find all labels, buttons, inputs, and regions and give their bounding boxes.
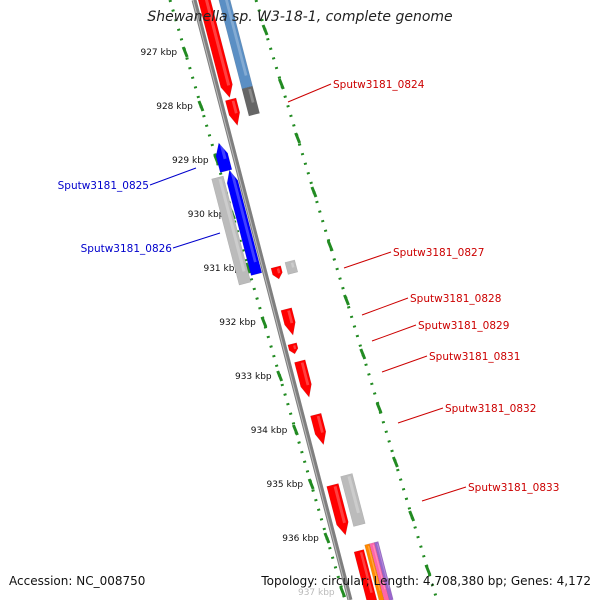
kbp-tick-mark: [181, 46, 189, 58]
genome-backbone-highlight: [192, 0, 350, 601]
kbp-tick-label: 936 kbp: [282, 534, 319, 544]
gene-label-sputw3181-0824[interactable]: Sputw3181_0824: [333, 79, 425, 91]
gene-blue-0826: [226, 169, 263, 276]
gene-grey-0826b-highlight: [218, 178, 246, 272]
gene-blue-0825-highlight: [219, 144, 227, 160]
left-tick-track: [168, 0, 347, 601]
gene-label-sputw3181-0827[interactable]: Sputw3181_0827: [393, 247, 484, 259]
kbp-tick-label: 934 kbp: [251, 426, 288, 436]
gene-dark-grey-0824-highlight: [248, 88, 255, 103]
right-tick-mark: [310, 186, 318, 198]
gene-label-sputw3181-0833[interactable]: Sputw3181_0833: [468, 482, 559, 494]
genome-backbone: [191, 0, 353, 601]
gene-label-sputw3181-0826[interactable]: Sputw3181_0826: [81, 243, 173, 255]
kbp-tick-label: 930 kbp: [188, 210, 225, 220]
right-tick-mark: [391, 456, 399, 468]
callout-line: [361, 297, 409, 316]
right-tick-mark: [343, 294, 350, 306]
right-tick-mark: [359, 348, 367, 360]
gene-track-frame: [196, 0, 394, 604]
right-tick-mark: [277, 78, 285, 90]
gene-grey-0826b: [211, 175, 252, 286]
gene-red-0833-highlight: [333, 486, 346, 524]
gene-red-0824: [225, 97, 241, 126]
gene-grey-0827b-highlight: [290, 262, 295, 268]
accession-text: Accession: NC_008750: [9, 574, 146, 588]
right-tick-mark: [261, 24, 269, 36]
kbp-tick-label: 932 kbp: [219, 318, 256, 328]
gene-purple-bottom-highlight: [376, 543, 390, 589]
kbp-tick-label: 937 kbp: [298, 588, 335, 598]
kbp-tick-label: 933 kbp: [235, 372, 272, 382]
callout-line: [421, 486, 467, 502]
gene-blue-0825: [215, 142, 233, 173]
gene-label-sputw3181-0829[interactable]: Sputw3181_0829: [418, 320, 509, 332]
kbp-tick-group: 927 kbp 928 kbp 929 kbp 930 kbp 931 kbp 932 k…: [140, 24, 432, 598]
gene-red-0827: [270, 265, 283, 280]
kbp-tick-mark: [197, 100, 205, 112]
gene-red-0832: [310, 412, 327, 446]
gene-purple-bottom: [374, 541, 394, 601]
gene-callouts: Sputw3181_0824 Sputw3181_0825 Sputw3181_08…: [58, 79, 559, 502]
kbp-tick-label: 935 kbp: [266, 480, 303, 490]
gene-red-bottom-highlight: [359, 551, 373, 594]
callout-line: [172, 232, 221, 249]
gene-red-top-a-highlight: [203, 0, 231, 86]
genome-summary-text: Topology: circular; Length: 4,708,380 bp…: [261, 574, 591, 588]
gene-red-0831-highlight: [293, 345, 297, 350]
callout-line: [397, 407, 444, 424]
gene-red-0827-highlight: [276, 268, 281, 274]
gene-grey-0833b-highlight: [347, 476, 360, 514]
kbp-tick-label: 931 kbp: [203, 264, 240, 274]
gene-label-sputw3181-0831[interactable]: Sputw3181_0831: [429, 351, 520, 363]
kbp-tick-mark: [292, 424, 299, 436]
callout-line: [381, 355, 428, 373]
gene-red-0831: [287, 342, 299, 355]
kbp-tick-mark: [276, 370, 284, 382]
right-tick-mark: [408, 510, 416, 522]
gene-red-0831b-highlight: [300, 362, 310, 386]
kbp-tick-label: 927 kbp: [140, 48, 177, 58]
gene-red-0831b: [294, 359, 312, 398]
gene-label-sputw3181-0832[interactable]: Sputw3181_0832: [445, 403, 536, 415]
gene-group: [196, 0, 394, 604]
gene-red-top-a: [196, 0, 233, 99]
kbp-tick-mark: [323, 532, 331, 544]
callout-line: [149, 167, 197, 186]
right-tick-mark: [326, 240, 334, 252]
gene-blue-top-highlight: [222, 0, 248, 76]
gene-red-0829-highlight: [287, 310, 294, 324]
kbp-tick-mark: [244, 262, 252, 274]
gene-grey-0827b: [284, 259, 299, 275]
gene-red-0832-highlight: [316, 415, 324, 433]
gene-red-0829: [280, 307, 296, 336]
gene-label-sputw3181-0825[interactable]: Sputw3181_0825: [58, 180, 149, 192]
kbp-tick-mark: [339, 586, 347, 598]
kbp-tick-label: 929 kbp: [172, 156, 209, 166]
kbp-tick-mark: [260, 316, 268, 328]
gene-orange-bottom-highlight: [367, 545, 381, 591]
gene-grey-0833b: [340, 473, 366, 527]
gene-red-0833: [326, 483, 349, 536]
gene-red-0824-highlight: [231, 100, 238, 114]
gene-dark-grey-0824: [241, 85, 260, 117]
callout-line: [371, 324, 417, 342]
callout-line: [287, 83, 332, 103]
right-tick-mark: [424, 564, 432, 576]
kbp-tick-label: 928 kbp: [156, 102, 193, 112]
right-tick-mark: [375, 402, 383, 414]
callout-line: [343, 251, 392, 269]
kbp-tick-mark: [307, 478, 315, 490]
gene-blue-0826-highlight: [230, 171, 257, 263]
genome-title: Shewanella sp. W3-18-1, complete genome: [147, 9, 453, 25]
gene-pink-bottom-highlight: [372, 544, 386, 590]
gene-label-sputw3181-0828[interactable]: Sputw3181_0828: [410, 293, 501, 305]
right-tick-mark: [294, 132, 302, 144]
